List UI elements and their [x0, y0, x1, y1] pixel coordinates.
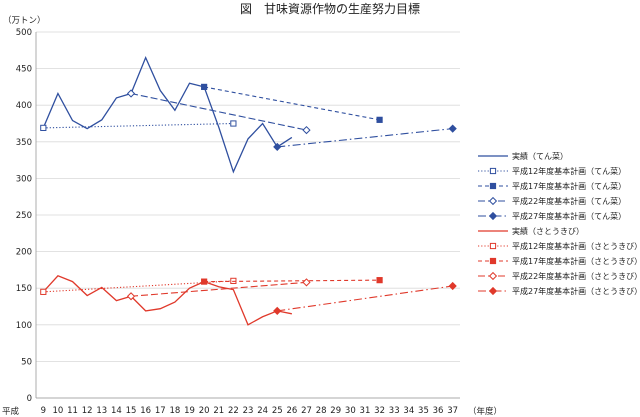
data-point: [376, 277, 383, 284]
data-point: [230, 120, 237, 127]
legend: 実績（てん菜） 平成12年度基本計画（てん菜） 平成17年度基本計画（てん菜） 平成2…: [478, 151, 640, 296]
x-tick-label: 34: [403, 406, 414, 416]
x-tick-label: 33: [389, 406, 400, 416]
data-point: [40, 124, 47, 131]
legend-label: 平成27年度基本計画（さとうきび）: [512, 286, 640, 296]
series-line: [277, 285, 453, 312]
x-tick-label: 30: [345, 406, 356, 416]
data-point: [273, 306, 282, 315]
gridlines: [36, 31, 460, 399]
y-tick-label: 500: [16, 28, 32, 38]
legend-label: 平成17年度基本計画（てん菜）: [512, 181, 626, 191]
legend-label: 平成12年度基本計画（さとうきび）: [512, 241, 640, 251]
x-tick-label: 13: [96, 406, 107, 416]
axes: [35, 32, 460, 399]
y-tick-label: 150: [16, 284, 32, 294]
legend-label: 実績（てん菜）: [512, 151, 568, 161]
x-tick-label: 23: [243, 406, 254, 416]
y-tick-label: 350: [16, 138, 32, 148]
chart-title: 図 甘味資源作物の生産努力目標: [240, 1, 420, 16]
data-point: [40, 288, 47, 295]
x-tick-label: 19: [184, 406, 195, 416]
x-tick-label: 21: [213, 406, 224, 416]
legend-marker: [489, 182, 497, 190]
x-tick-label: 20: [199, 406, 210, 416]
data-point: [302, 125, 311, 135]
y-tick-label: 100: [16, 321, 32, 331]
legend-label: 平成22年度基本計画（さとうきび）: [512, 271, 640, 281]
legend-label: 平成22年度基本計画（てん菜）: [512, 196, 626, 206]
y-tick-label: 250: [16, 211, 32, 221]
x-tick-label: 32: [374, 406, 385, 416]
y-tick-labels: 0 50 100 150 200 250 300 350 400 450 500: [16, 28, 32, 404]
data-point: [448, 124, 457, 133]
y-tick-label: 400: [16, 101, 32, 111]
legend-marker: [488, 211, 498, 221]
legend-label: 平成27年度基本計画（てん菜）: [512, 211, 626, 221]
series-line: [277, 128, 453, 148]
x-tick-label: 26: [286, 406, 297, 416]
x-tick-label: 18: [169, 406, 180, 416]
x-tick-label: 17: [155, 406, 166, 416]
series-line: [42, 55, 293, 174]
legend-marker: [489, 242, 497, 250]
y-tick-label: 0: [27, 394, 32, 404]
series-line: [130, 281, 307, 297]
legend-marker: [489, 257, 497, 265]
legend-marker: [488, 271, 498, 281]
x-tick-label: 37: [447, 406, 458, 416]
x-tick-label: 10: [53, 406, 64, 416]
data-point: [126, 89, 136, 98]
data-point: [201, 83, 208, 91]
series-line: [130, 92, 307, 131]
plot-area: [40, 55, 457, 326]
legend-label: 平成12年度基本計画（てん菜）: [512, 166, 626, 176]
legend-marker: [489, 167, 497, 175]
x-tick-label: 22: [228, 406, 239, 416]
series-line: [42, 274, 292, 326]
data-point: [201, 278, 208, 285]
x-tick-label: 35: [418, 406, 429, 416]
x-tick-label: 25: [272, 406, 283, 416]
legend-label: 実績（さとうきび）: [512, 226, 584, 236]
series-line: [204, 279, 380, 283]
x-tick-label: 27: [301, 406, 312, 416]
x-tick-label: 11: [67, 406, 78, 416]
x-tick-label: 28: [316, 406, 327, 416]
series-line: [43, 122, 234, 129]
x-tick-label: 36: [433, 406, 444, 416]
x-tick-labels: 9 10 11 12 13 14 15 16 17 18 19 20 21 22 23 24 25 26 27 28 2…: [41, 406, 459, 416]
x-axis-era-label: 平成: [2, 406, 20, 417]
data-point: [448, 281, 457, 291]
series-line: [204, 86, 380, 121]
data-point: [273, 142, 282, 152]
x-tick-label: 15: [126, 406, 137, 416]
x-axis-unit: （年度）: [468, 406, 502, 417]
legend-marker: [488, 196, 498, 206]
x-tick-label: 31: [360, 406, 371, 416]
legend-label: 平成17年度基本計画（さとうきび）: [512, 256, 640, 266]
data-point: [376, 116, 383, 123]
y-axis-unit: （万トン）: [3, 15, 46, 26]
x-tick-label: 12: [82, 406, 93, 416]
data-point: [126, 292, 136, 301]
x-tick-label: 16: [140, 406, 151, 416]
y-tick-label: 200: [16, 248, 32, 258]
x-tick-label: 29: [330, 406, 341, 416]
x-tick-label: 9: [41, 406, 46, 416]
y-tick-label: 450: [16, 65, 32, 75]
y-tick-label: 50: [21, 357, 32, 367]
data-point: [302, 278, 311, 287]
x-tick-label: 14: [111, 406, 122, 416]
y-tick-label: 300: [16, 174, 32, 184]
x-tick-label: 24: [257, 406, 268, 416]
legend-marker: [488, 286, 498, 296]
